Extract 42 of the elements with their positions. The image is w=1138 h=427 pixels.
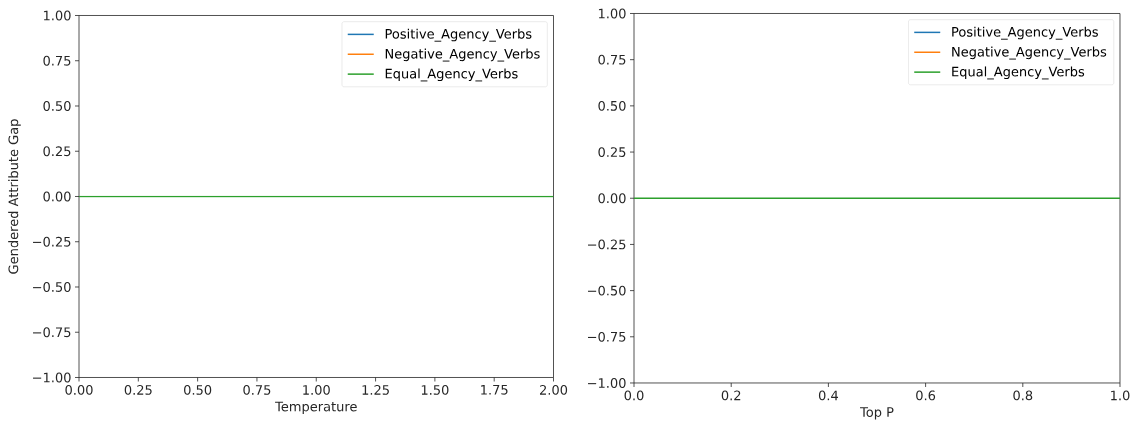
y-tick-label: 0.25 bbox=[598, 147, 626, 157]
x-tick-label: 1.75 bbox=[481, 385, 508, 395]
y-tick-label: −0.25 bbox=[33, 236, 71, 247]
legend-label: Equal_Agency_Verbs bbox=[385, 68, 518, 82]
y-tick-label: −0.75 bbox=[588, 331, 626, 342]
x-axis-title: Top P bbox=[860, 407, 894, 420]
y-tick-label: −1.00 bbox=[588, 378, 626, 388]
y-tick-label: 0.75 bbox=[598, 54, 626, 65]
x-tick-label: 0.0 bbox=[624, 390, 644, 401]
legend-label: Positive_Agency_Verbs bbox=[385, 28, 532, 42]
y-tick-label: −0.50 bbox=[33, 282, 71, 292]
x-tick-label: 2.00 bbox=[539, 385, 568, 395]
legend-label: Positive_Agency_Verbs bbox=[952, 26, 1098, 40]
x-tick-label: 1.50 bbox=[421, 385, 449, 395]
y-tick-label: −0.25 bbox=[588, 239, 626, 250]
y-tick-label: −0.75 bbox=[33, 327, 71, 338]
x-tick-label: 0.25 bbox=[124, 385, 152, 395]
legend-label: Negative_Agency_Verbs bbox=[952, 46, 1107, 60]
x-tick-label: 0.4 bbox=[818, 390, 839, 401]
x-axis-title: Temperature bbox=[275, 401, 357, 414]
x-tick-label: 0.8 bbox=[1013, 390, 1033, 401]
x-tick-label: 1.25 bbox=[362, 385, 389, 395]
x-tick-label: 0.50 bbox=[184, 385, 212, 395]
legend-label: Equal_Agency_Verbs bbox=[952, 66, 1085, 80]
x-tick-label: 1.00 bbox=[303, 385, 330, 395]
y-tick-label: 0.00 bbox=[43, 191, 71, 202]
y-tick-label: 1.00 bbox=[43, 10, 71, 21]
x-tick-label: 0.75 bbox=[243, 385, 271, 395]
y-tick-label: 0.25 bbox=[43, 146, 71, 157]
y-tick-label: −0.50 bbox=[588, 285, 626, 296]
y-tick-label: 1.00 bbox=[598, 8, 626, 19]
y-tick-label: −1.00 bbox=[33, 372, 71, 383]
y-tick-label: 0.50 bbox=[598, 100, 626, 111]
y-tick-label: 0.75 bbox=[43, 55, 71, 66]
x-tick-label: 0.2 bbox=[721, 390, 741, 401]
y-tick-label: 0.00 bbox=[598, 193, 626, 204]
x-tick-label: 0.00 bbox=[65, 385, 93, 395]
x-tick-label: 1.0 bbox=[1111, 390, 1130, 401]
legend-label: Negative_Agency_Verbs bbox=[385, 48, 540, 62]
y-tick-label: 0.50 bbox=[43, 101, 71, 111]
x-tick-label: 0.6 bbox=[916, 390, 936, 401]
y-axis-title: Gendered Attribute Gap bbox=[8, 119, 21, 274]
